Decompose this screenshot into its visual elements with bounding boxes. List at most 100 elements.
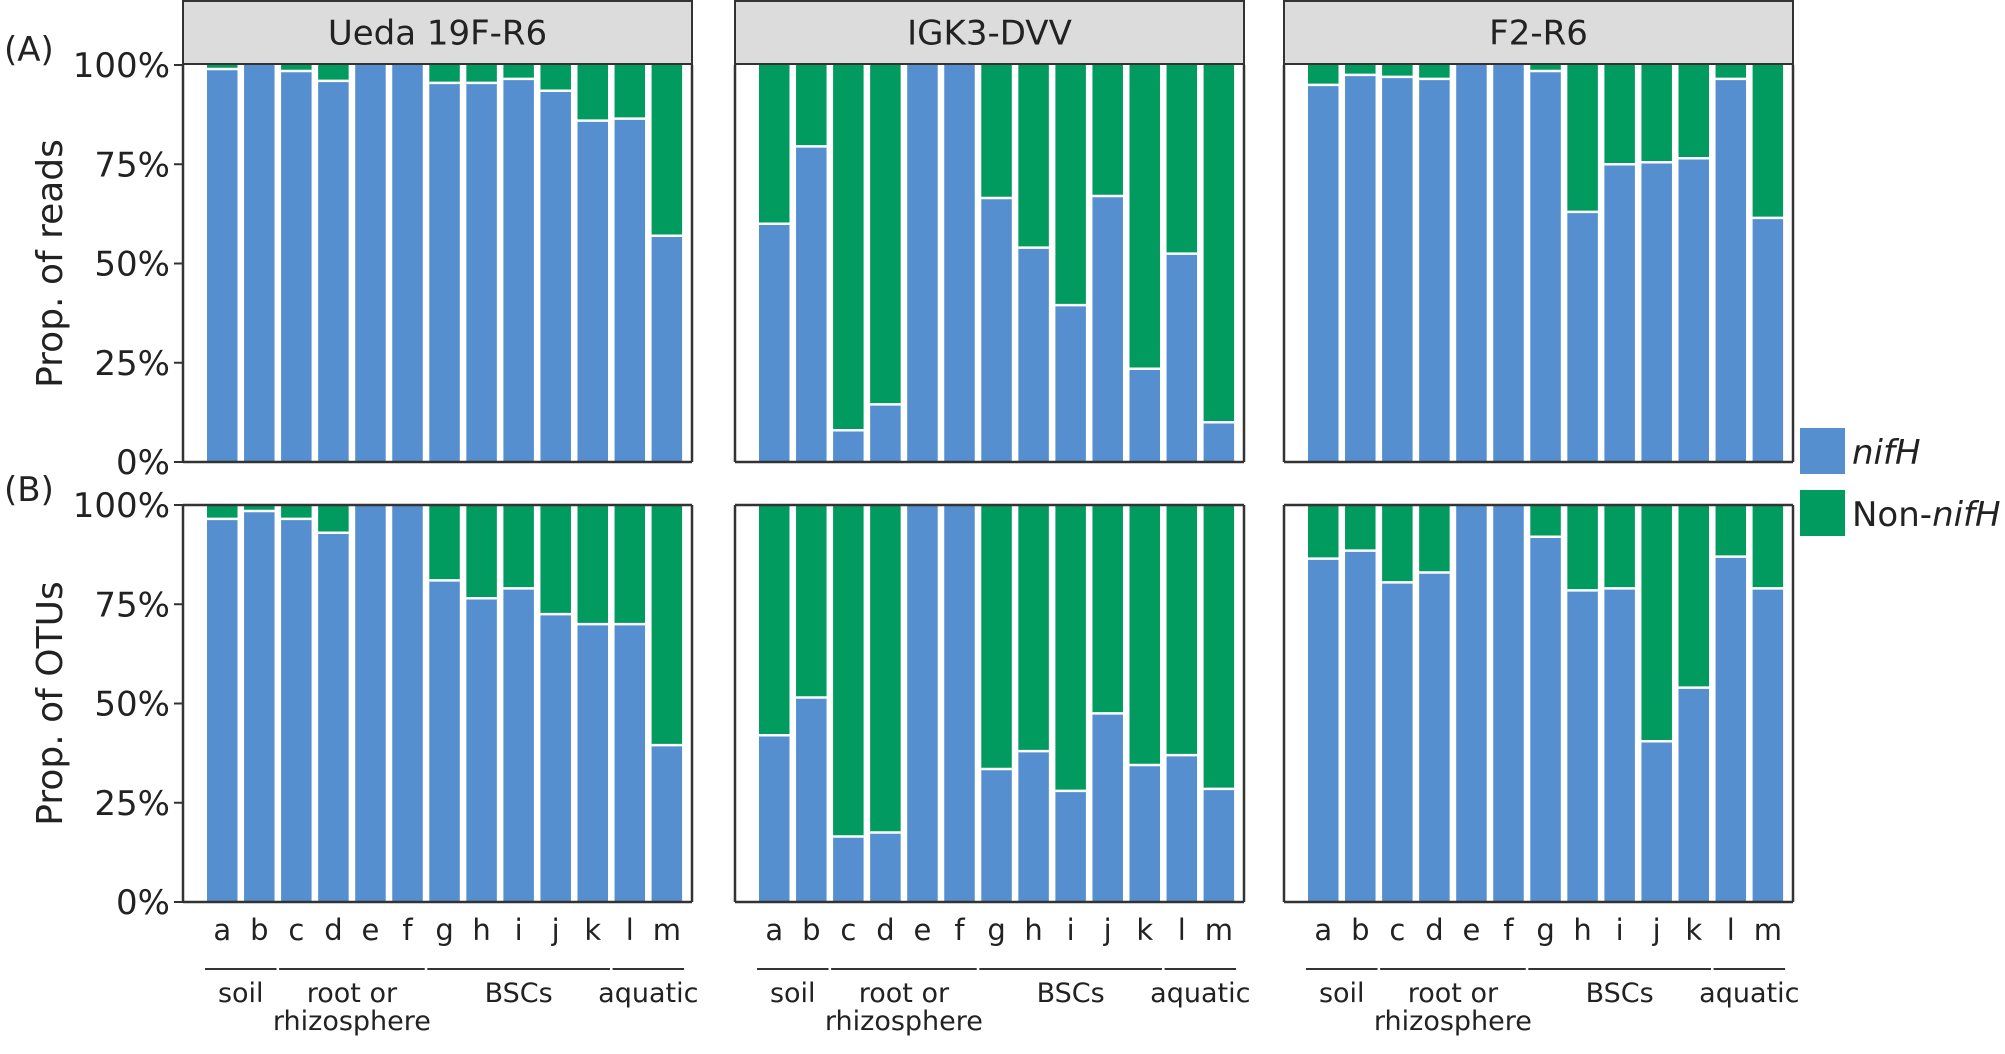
x-tick-label-f: f — [1503, 913, 1514, 947]
bar-non-nifh-j — [1641, 505, 1672, 742]
bar-non-nifh-c — [833, 65, 864, 431]
bar-nifh-a — [759, 223, 790, 462]
x-tick-label-c: c — [1389, 913, 1405, 947]
x-tick-label-e: e — [914, 913, 932, 947]
x-tick-label-a: a — [213, 913, 231, 947]
bar-nifh-e — [1456, 505, 1487, 902]
bar-non-nifh-d — [870, 65, 901, 405]
bar-nifh-m — [651, 745, 683, 902]
bar-non-nifh-m — [1752, 505, 1784, 589]
bar-non-nifh-h — [466, 65, 497, 83]
y-tick-label-2-2: 50% — [94, 685, 170, 725]
y-axis-title-1: Prop. of reads — [30, 139, 71, 388]
group-label-root-or-rhizosphere: rhizosphere — [1374, 1006, 1532, 1037]
legend-swatch-non-nifh — [1800, 490, 1845, 536]
bar-non-nifh-l — [1715, 505, 1747, 557]
y-tick-label-1-0: 0% — [116, 443, 170, 483]
x-tick-label-f: f — [402, 913, 413, 947]
bar-nifh-k — [1129, 368, 1160, 462]
x-tick-label-h: h — [472, 913, 490, 947]
bar-non-nifh-i — [1604, 65, 1635, 165]
bar-non-nifh-k — [1678, 505, 1709, 688]
bar-nifh-l — [1166, 755, 1198, 902]
bar-non-nifh-a — [759, 65, 790, 224]
bar-nifh-i — [503, 78, 534, 463]
group-label-root-or-rhizosphere: root or — [1408, 978, 1499, 1009]
bar-nifh-c — [833, 836, 864, 902]
bar-non-nifh-c — [1382, 65, 1413, 77]
bar-nifh-g — [1530, 536, 1561, 902]
bar-non-nifh-k — [577, 65, 608, 121]
bar-nifh-b — [1345, 74, 1376, 463]
bar-nifh-f — [944, 505, 975, 902]
bar-non-nifh-c — [281, 65, 312, 71]
bar-non-nifh-a — [1308, 65, 1339, 85]
bar-nifh-e — [907, 65, 938, 462]
facet-strip-ueda-19f-r6 — [182, 0, 693, 65]
x-tick-label-i: i — [1616, 913, 1624, 947]
bar-nifh-b — [244, 510, 275, 902]
y-tick-label-2-0: 0% — [116, 883, 170, 923]
bar-non-nifh-m — [651, 505, 683, 746]
bar-nifh-g — [981, 769, 1012, 902]
bar-nifh-b — [244, 65, 275, 462]
bar-nifh-d — [318, 532, 349, 902]
facet-label-f2-r6: F2-R6 — [1489, 14, 1588, 54]
bar-nifh-h — [466, 598, 497, 902]
bar-non-nifh-g — [981, 65, 1012, 198]
bar-nifh-k — [577, 120, 608, 462]
bar-non-nifh-h — [1018, 505, 1049, 752]
x-tick-label-l: l — [626, 913, 634, 947]
bar-nifh-e — [907, 505, 938, 902]
x-tick-label-d: d — [876, 913, 894, 947]
bar-nifh-i — [1604, 588, 1635, 902]
bar-non-nifh-i — [503, 505, 534, 589]
x-tick-label-e: e — [362, 913, 380, 947]
bar-non-nifh-j — [1092, 505, 1123, 714]
bar-non-nifh-a — [759, 505, 790, 736]
bar-non-nifh-b — [796, 65, 827, 147]
bar-non-nifh-l — [614, 505, 646, 625]
bar-nifh-i — [1055, 305, 1086, 462]
panel-1-ueda-19f-r6 — [181, 65, 694, 464]
bar-nifh-d — [318, 80, 349, 462]
bar-nifh-c — [1382, 76, 1413, 462]
axes-layer: (A) Prop. of reads 0% 25% 50% 75% 100% (B) Prop.… — [4, 30, 183, 923]
bar-non-nifh-l — [1715, 65, 1747, 79]
bar-nifh-f — [392, 65, 423, 462]
facet-strip-f2-r6 — [1283, 0, 1794, 65]
x-tick-label-k: k — [1685, 913, 1702, 947]
bar-nifh-m — [651, 235, 683, 462]
bar-nifh-j — [1641, 741, 1672, 902]
bar-nifh-l — [1166, 253, 1198, 462]
bar-non-nifh-g — [429, 65, 460, 83]
bar-non-nifh-m — [1203, 505, 1235, 789]
bar-non-nifh-l — [614, 65, 646, 119]
group-label-bscs: BSCs — [1586, 978, 1654, 1009]
bar-nifh-l — [1715, 78, 1747, 463]
y-tick-label-1-4: 100% — [73, 46, 170, 86]
x-tick-label-b: b — [1351, 913, 1369, 947]
bar-nifh-f — [1493, 505, 1524, 902]
group-label-root-or-rhizosphere: rhizosphere — [825, 1006, 983, 1037]
bar-nifh-j — [1092, 713, 1123, 902]
bar-nifh-m — [1203, 422, 1235, 462]
bar-non-nifh-a — [207, 65, 238, 69]
bar-non-nifh-k — [1678, 65, 1709, 159]
bar-nifh-a — [207, 518, 238, 902]
bar-nifh-c — [281, 518, 312, 902]
bar-non-nifh-j — [540, 65, 571, 91]
bar-non-nifh-b — [1345, 505, 1376, 551]
bar-nifh-g — [429, 82, 460, 463]
x-tick-label-j: j — [1652, 913, 1661, 947]
panel-tag-a: (A) — [4, 30, 54, 70]
bar-non-nifh-l — [1166, 65, 1198, 254]
bar-nifh-l — [1715, 556, 1747, 902]
x-tick-label-g: g — [435, 913, 453, 947]
x-tick-label-c: c — [288, 913, 304, 947]
bar-nifh-a — [1308, 84, 1339, 462]
x-tick-label-j: j — [551, 913, 560, 947]
x-tick-label-l: l — [1727, 913, 1735, 947]
panel-2-f2-r6 — [1282, 503, 1795, 904]
x-tick-label-d: d — [1425, 913, 1443, 947]
